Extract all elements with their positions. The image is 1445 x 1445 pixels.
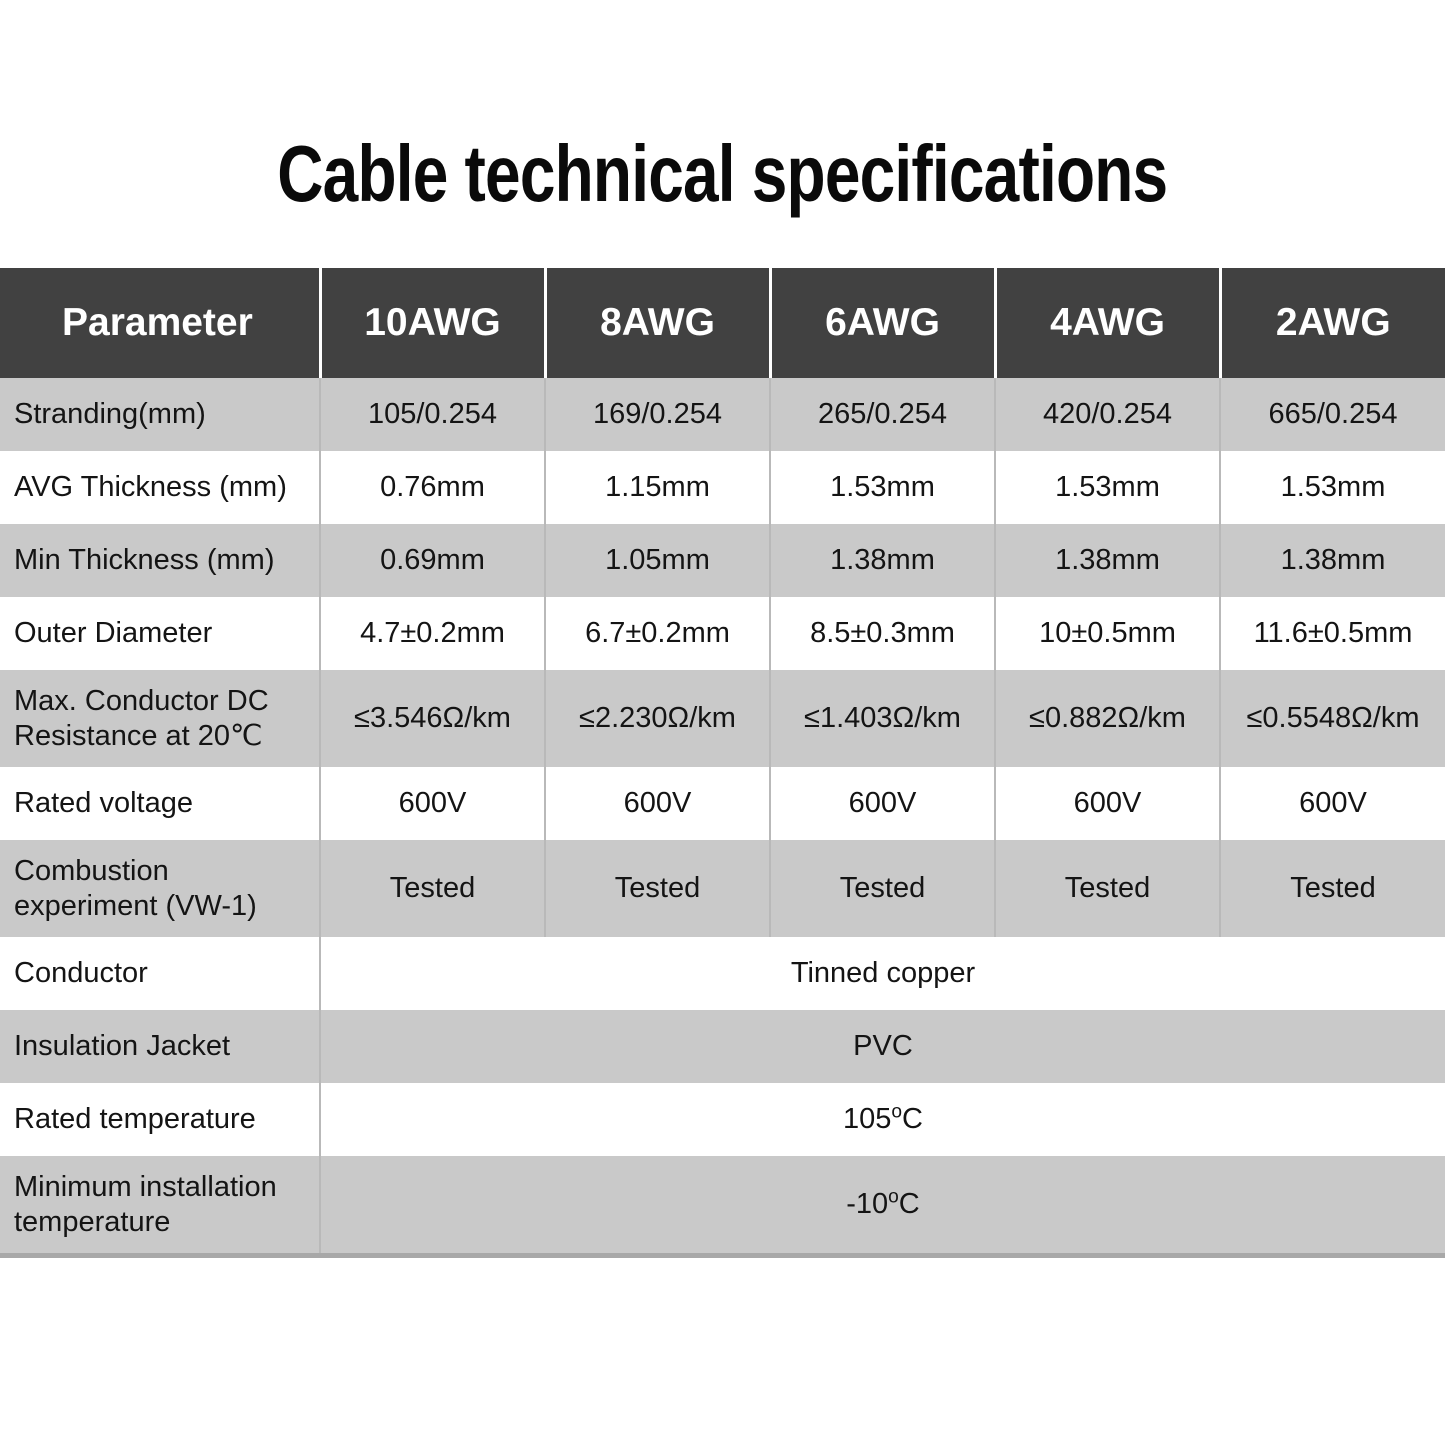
row-merged-value: -10oC — [320, 1156, 1445, 1253]
row-value-cell: 1.05mm — [545, 524, 771, 597]
row-value-cell: Tested — [545, 840, 771, 937]
row-value-cell: 169/0.254 — [545, 378, 771, 451]
table-row: Max. Conductor DC Resistance at 20℃ ≤3.54… — [0, 670, 1445, 767]
row-parameter-label: Combustion experiment (VW-1) — [0, 840, 321, 937]
row-value-cell: ≤1.403Ω/km — [770, 670, 996, 767]
row-value-cell: 0.69mm — [320, 524, 546, 597]
row-value-cell: 1.53mm — [770, 451, 996, 524]
row-value-cell: 1.38mm — [995, 524, 1221, 597]
table-header: Parameter 10AWG 8AWG 6AWG 4AWG 2AWG — [0, 268, 1445, 378]
table-row: Conductor Tinned copper — [0, 937, 1445, 1010]
table-row: Rated voltage 600V 600V 600V 600V 600V — [0, 767, 1445, 840]
page-title-wrap: Cable technical specifications — [0, 126, 1445, 222]
row-value-cell: 600V — [545, 767, 771, 840]
row-value-cell: 600V — [770, 767, 996, 840]
row-value-cell: 1.15mm — [545, 451, 771, 524]
table-row: Rated temperature 105oC — [0, 1083, 1445, 1156]
row-parameter-label: Rated voltage — [0, 767, 321, 840]
row-parameter-label: Outer Diameter — [0, 597, 321, 670]
table-row: Min Thickness (mm) 0.69mm 1.05mm 1.38mm 1.38… — [0, 524, 1445, 597]
column-header-4awg: 4AWG — [995, 268, 1222, 378]
row-merged-value: PVC — [320, 1010, 1445, 1083]
row-value-cell: 600V — [1220, 767, 1445, 840]
row-value-cell: 6.7±0.2mm — [545, 597, 771, 670]
row-value-cell: Tested — [320, 840, 546, 937]
row-parameter-label: Min Thickness (mm) — [0, 524, 321, 597]
row-value-cell: 1.53mm — [995, 451, 1221, 524]
row-value-cell: 4.7±0.2mm — [320, 597, 546, 670]
row-parameter-label: Minimum installation temperature — [0, 1156, 321, 1253]
row-value-cell: 1.53mm — [1220, 451, 1445, 524]
degree-superscript: o — [891, 1101, 903, 1123]
row-value-cell: 665/0.254 — [1220, 378, 1445, 451]
cable-spec-table: Parameter 10AWG 8AWG 6AWG 4AWG 2AWG Stra… — [0, 268, 1445, 1253]
page-title: Cable technical specifications — [277, 129, 1168, 218]
row-parameter-label: Max. Conductor DC Resistance at 20℃ — [0, 670, 321, 767]
table-body: Stranding(mm) 105/0.254 169/0.254 265/0.254… — [0, 378, 1445, 1253]
row-merged-value: Tinned copper — [320, 937, 1445, 1010]
row-value-cell: ≤3.546Ω/km — [320, 670, 546, 767]
row-parameter-label: AVG Thickness (mm) — [0, 451, 321, 524]
table-row: AVG Thickness (mm) 0.76mm 1.15mm 1.53mm 1.53… — [0, 451, 1445, 524]
row-value-cell: 1.38mm — [1220, 524, 1445, 597]
row-value-cell: 265/0.254 — [770, 378, 996, 451]
column-header-8awg: 8AWG — [545, 268, 772, 378]
table-row: Insulation Jacket PVC — [0, 1010, 1445, 1083]
table-row: Outer Diameter 4.7±0.2mm 6.7±0.2mm 8.5±0.3m… — [0, 597, 1445, 670]
column-header-10awg: 10AWG — [320, 268, 547, 378]
column-header-2awg: 2AWG — [1220, 268, 1445, 378]
row-value-cell: ≤0.882Ω/km — [995, 670, 1221, 767]
row-value-cell: 8.5±0.3mm — [770, 597, 996, 670]
row-value-cell: ≤2.230Ω/km — [545, 670, 771, 767]
row-value-cell: Tested — [770, 840, 996, 937]
row-value-cell: 600V — [995, 767, 1221, 840]
header-row: Parameter 10AWG 8AWG 6AWG 4AWG 2AWG — [0, 268, 1445, 378]
row-value-cell: ≤0.5548Ω/km — [1220, 670, 1445, 767]
row-value-cell: 600V — [320, 767, 546, 840]
row-value-cell: 10±0.5mm — [995, 597, 1221, 670]
table-row: Minimum installation temperature -10oC — [0, 1156, 1445, 1253]
spec-table-wrap: Parameter 10AWG 8AWG 6AWG 4AWG 2AWG Stra… — [0, 268, 1445, 1258]
degree-superscript: o — [888, 1186, 899, 1208]
column-header-6awg: 6AWG — [770, 268, 997, 378]
row-value-cell: 420/0.254 — [995, 378, 1221, 451]
table-row: Stranding(mm) 105/0.254 169/0.254 265/0.254… — [0, 378, 1445, 451]
row-value-cell: 105/0.254 — [320, 378, 546, 451]
row-merged-value: 105oC — [320, 1083, 1445, 1156]
row-parameter-label: Conductor — [0, 937, 321, 1010]
table-row: Combustion experiment (VW-1) Tested Tested… — [0, 840, 1445, 937]
row-parameter-label: Insulation Jacket — [0, 1010, 321, 1083]
row-value-cell: Tested — [1220, 840, 1445, 937]
row-parameter-label: Rated temperature — [0, 1083, 321, 1156]
row-value-cell: 11.6±0.5mm — [1220, 597, 1445, 670]
row-value-cell: 0.76mm — [320, 451, 546, 524]
row-value-cell: 1.38mm — [770, 524, 996, 597]
row-value-cell: Tested — [995, 840, 1221, 937]
row-parameter-label: Stranding(mm) — [0, 378, 321, 451]
column-header-parameter: Parameter — [0, 268, 322, 378]
